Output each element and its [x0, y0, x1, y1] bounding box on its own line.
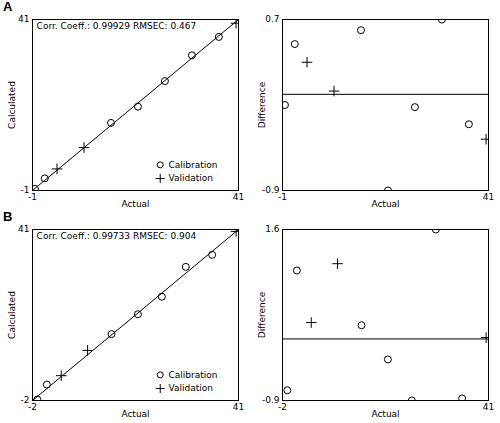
svg-text:Calibration: Calibration — [168, 370, 217, 380]
svg-text:Actual: Actual — [121, 199, 149, 209]
svg-text:41: 41 — [18, 224, 29, 234]
svg-text:Corr. Coeff.: 0.99733 RMSEC: 0: Corr. Coeff.: 0.99733 RMSEC: 0.904 — [37, 231, 197, 241]
svg-text:Validation: Validation — [168, 173, 212, 183]
svg-text:Calculated: Calculated — [7, 81, 17, 129]
svg-text:1.6: 1.6 — [265, 224, 280, 234]
svg-text:41: 41 — [233, 192, 244, 202]
svg-text:Difference: Difference — [257, 291, 267, 338]
svg-text:-1: -1 — [28, 192, 37, 202]
svg-text:Actual: Actual — [371, 199, 399, 209]
svg-text:41: 41 — [233, 402, 244, 412]
svg-text:-2: -2 — [278, 402, 287, 412]
svg-text:0.7: 0.7 — [265, 14, 279, 24]
svg-text:Difference: Difference — [257, 81, 267, 128]
svg-text:41: 41 — [483, 192, 494, 202]
svg-text:Calibration: Calibration — [168, 160, 217, 170]
svg-text:Actual: Actual — [121, 409, 149, 419]
svg-text:-0.9: -0.9 — [261, 185, 280, 196]
html-text:A: A — [3, 0, 13, 14]
svg-text:-2: -2 — [28, 402, 37, 412]
html-text:B: B — [3, 209, 13, 224]
svg-text:Actual: Actual — [371, 409, 399, 419]
svg-text:-1: -1 — [278, 192, 287, 202]
svg-text:41: 41 — [18, 14, 29, 24]
svg-text:-1: -1 — [20, 185, 30, 196]
svg-text:Calculated: Calculated — [7, 291, 17, 339]
svg-text:41: 41 — [483, 402, 494, 412]
svg-text:Corr. Coeff.: 0.99929 RMSEC: 0: Corr. Coeff.: 0.99929 RMSEC: 0.467 — [37, 21, 197, 31]
svg-text:Validation: Validation — [168, 383, 212, 393]
svg-text:-2: -2 — [20, 395, 30, 406]
svg-text:-0.9: -0.9 — [261, 395, 280, 406]
